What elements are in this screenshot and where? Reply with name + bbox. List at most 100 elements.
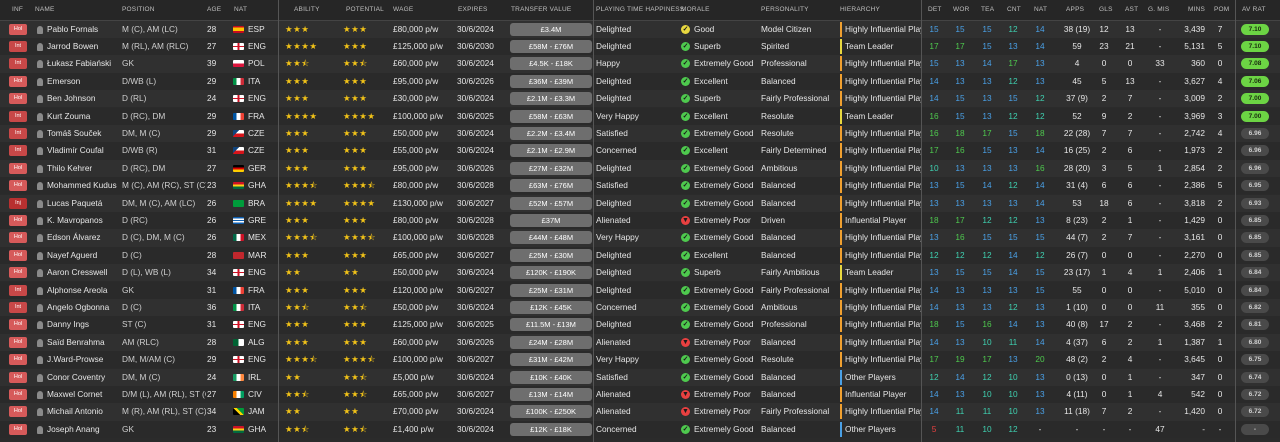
potential-stars: ★★★★ (343, 197, 376, 208)
player-name[interactable]: Thilo Kehrer (47, 162, 93, 173)
info-badge[interactable]: Hol (9, 162, 27, 174)
info-badge[interactable]: Inj (9, 197, 27, 209)
player-name[interactable]: Ben Johnson (47, 93, 96, 104)
table-row[interactable]: Hol Edson Álvarez D (C), DM, M (C) 26 MEX ★★★… (0, 229, 1280, 247)
player-name[interactable]: Danny Ings (47, 319, 89, 330)
table-row[interactable]: Int Łukasz Fabiański GK 39 POL ★★⯪ ★★⯪ £60,000 … (0, 55, 1280, 73)
table-row[interactable]: Hol Joseph Anang GK 23 GHA ★★⯪ ★★⯪ £1,400 p/w 30… (0, 420, 1280, 439)
table-row[interactable]: Hol Ben Johnson D (RL) 24 ENG ★★★ ★★★ £30,000 p… (0, 90, 1280, 108)
table-row[interactable]: Hol Emerson D/WB (L) 29 ITA ★★★ ★★★ £95,000 p/w… (0, 72, 1280, 91)
header-age[interactable]: AGE (207, 6, 222, 13)
header-happiness[interactable]: PLAYING TIME HAPPINESS (596, 6, 685, 13)
info-badge[interactable]: Int (9, 40, 27, 52)
table-row[interactable]: Hol Danny Ings ST (C) 31 ENG ★★★ ★★★ £125,000 p… (0, 316, 1280, 334)
header-ability[interactable]: ABILITY (294, 6, 320, 13)
header-potential[interactable]: POTENTIAL (346, 6, 384, 13)
table-row[interactable]: Hol Nayef Aguerd D (C) 28 MAR ★★★ ★★★ £65,000 p… (0, 246, 1280, 265)
table-row[interactable]: Hol Aaron Cresswell D (L), WB (L) 34 ENG ★★ ★★… (0, 264, 1280, 282)
header-ast[interactable]: AST (1125, 6, 1139, 13)
header-inf[interactable]: INF (12, 6, 24, 13)
info-badge[interactable]: Hol (9, 354, 27, 366)
header-nat-stat[interactable]: NAT (1034, 6, 1048, 13)
info-badge[interactable]: Hol (9, 388, 27, 400)
player-name[interactable]: Tomáš Souček (47, 127, 102, 138)
info-badge[interactable]: Int (9, 127, 27, 139)
player-name[interactable]: Kurt Zouma (47, 110, 91, 121)
table-row[interactable]: Inj Lucas Paquetá DM, M (C), AM (LC) 26 BRA ★… (0, 194, 1280, 212)
info-badge[interactable]: Hol (9, 180, 27, 192)
header-wage[interactable]: WAGE (393, 6, 414, 13)
table-row[interactable]: Hol K. Mavropanos D (RC) 26 GRE ★★★ ★★★ £80,000… (0, 211, 1280, 230)
info-badge[interactable]: Hol (9, 93, 27, 105)
info-badge[interactable]: Int (9, 145, 27, 157)
header-personality[interactable]: PERSONALITY (761, 6, 809, 13)
info-badge[interactable]: Hol (9, 336, 27, 348)
info-badge[interactable]: Hol (9, 319, 27, 331)
table-row[interactable]: Int Jarrod Bowen M (RL), AM (RLC) 27 ENG ★★★★… (0, 37, 1280, 56)
player-name[interactable]: Aaron Cresswell (47, 267, 108, 278)
info-badge[interactable]: Hol (9, 406, 27, 418)
table-row[interactable]: Hol Michail Antonio M (R), AM (RL), ST (C)… (0, 403, 1280, 421)
player-name[interactable]: Mohammed Kudus (47, 180, 117, 191)
header-transfer-value[interactable]: TRANSFER VALUE (511, 6, 572, 13)
header-expires[interactable]: EXPIRES (458, 6, 488, 13)
header-tea[interactable]: TEA (981, 6, 995, 13)
info-badge[interactable]: Int (9, 58, 27, 70)
player-name[interactable]: Nayef Aguerd (47, 249, 98, 260)
player-name[interactable]: Saïd Benrahma (47, 336, 105, 347)
table-row[interactable]: Hol Thilo Kehrer D (RC), DM 27 GER ★★★ ★★★ £95,… (0, 159, 1280, 178)
table-row[interactable]: Int Alphonse Areola GK 31 FRA ★★★ ★★★ £120,000 … (0, 281, 1280, 299)
header-apps[interactable]: APPS (1066, 6, 1085, 13)
info-badge[interactable]: Hol (9, 23, 27, 35)
header-nat[interactable]: NAT (234, 6, 248, 13)
table-row[interactable]: Int Tomáš Souček DM, M (C) 29 CZE ★★★ ★★★ £50,0… (0, 124, 1280, 143)
table-row[interactable]: Hol Pablo Fornals M (C), AM (LC) 28 ESP ★★★ ★★… (0, 20, 1280, 38)
player-name[interactable]: Lucas Paquetá (47, 197, 103, 208)
stat-cnt: 12 (1008, 75, 1018, 86)
player-name[interactable]: Joseph Anang (47, 423, 100, 434)
player-name[interactable]: J.Ward-Prowse (47, 354, 104, 365)
info-badge[interactable]: Int (9, 110, 27, 122)
player-name[interactable]: Edson Álvarez (47, 232, 101, 243)
info-badge[interactable]: Hol (9, 423, 27, 435)
player-name[interactable]: Łukasz Fabiański (47, 58, 112, 69)
info-badge[interactable]: Hol (9, 75, 27, 87)
table-row[interactable]: Hol Mohammed Kudus M (C), AM (RC), ST (C) 2… (0, 177, 1280, 195)
table-row[interactable]: Int Kurt Zouma D (RC), DM 29 FRA ★★★★ ★★★★ £100… (0, 107, 1280, 125)
header-mins[interactable]: MINS (1188, 6, 1206, 13)
header-position[interactable]: POSITION (122, 6, 155, 13)
table-row[interactable]: Int Angelo Ogbonna D (C) 36 ITA ★★⯪ ★★⯪ £50,000… (0, 298, 1280, 317)
player-name[interactable]: Jarrod Bowen (47, 40, 99, 51)
table-row[interactable]: Hol Saïd Benrahma AM (RLC) 28 ALG ★★★ ★★★ £60,0… (0, 333, 1280, 352)
player-name[interactable]: Alphonse Areola (47, 284, 108, 295)
player-name[interactable]: Conor Coventry (47, 371, 106, 382)
info-badge[interactable]: Hol (9, 267, 27, 279)
info-badge[interactable]: Hol (9, 249, 27, 261)
info-badge[interactable]: Int (9, 284, 27, 296)
header-det[interactable]: DET (928, 6, 942, 13)
player-name[interactable]: Angelo Ogbonna (47, 301, 110, 312)
player-name[interactable]: K. Mavropanos (47, 214, 103, 225)
info-badge[interactable]: Int (9, 301, 27, 313)
table-row[interactable]: Hol Conor Coventry DM, M (C) 24 IRL ★★ ★★⯪ £5,0… (0, 368, 1280, 386)
header-cnt[interactable]: CNT (1007, 6, 1021, 13)
header-avrat[interactable]: AV RAT (1242, 6, 1266, 13)
table-row[interactable]: Hol Maxwel Cornet D/M (L), AM (RL), ST (C)… (0, 385, 1280, 404)
header-hierarchy[interactable]: HIERARCHY (840, 6, 881, 13)
header-gmis[interactable]: G. MIS (1148, 6, 1170, 13)
player-name[interactable]: Maxwel Cornet (47, 388, 103, 399)
info-badge[interactable]: Hol (9, 232, 27, 244)
header-wor[interactable]: WOR (953, 6, 970, 13)
header-pom[interactable]: POM (1214, 6, 1230, 13)
header-morale[interactable]: MORALE (681, 6, 710, 13)
info-badge[interactable]: Hol (9, 371, 27, 383)
table-row[interactable]: Hol J.Ward-Prowse DM, M/AM (C) 29 ENG ★★★⯪ ★★★… (0, 351, 1280, 369)
player-name[interactable]: Emerson (47, 75, 81, 86)
player-name[interactable]: Michail Antonio (47, 406, 103, 417)
table-row[interactable]: Int Vladimír Coufal D/WB (R) 31 CZE ★★★ ★★★ £55… (0, 142, 1280, 160)
player-name[interactable]: Vladimír Coufal (47, 145, 104, 156)
header-gls[interactable]: GLS (1099, 6, 1113, 13)
header-name[interactable]: NAME (35, 6, 55, 13)
info-badge[interactable]: Hol (9, 214, 27, 226)
player-name[interactable]: Pablo Fornals (47, 23, 99, 34)
